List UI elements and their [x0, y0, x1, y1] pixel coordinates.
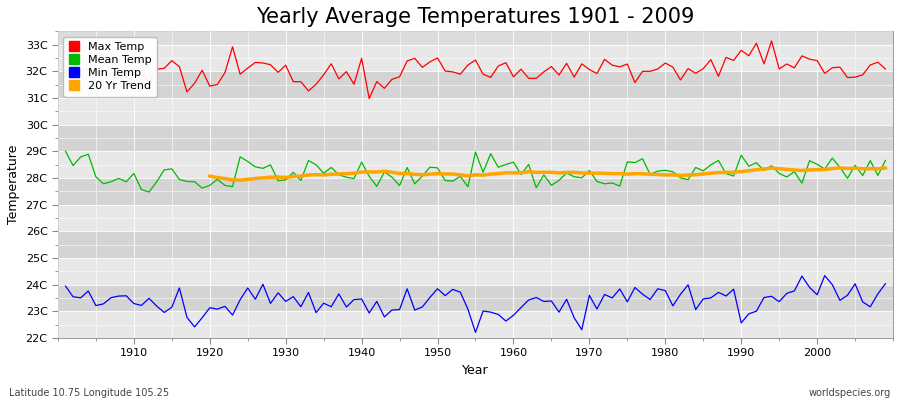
- Min Temp: [333, 292, 344, 296]
- Mean Temp: [880, 158, 891, 163]
- Bar: [58, 231, 893, 258]
- 20 Yr Trend: [865, 166, 876, 171]
- Text: worldspecies.org: worldspecies.org: [809, 388, 891, 398]
- Bar: [58, 71, 893, 98]
- Mean Temp: [607, 180, 617, 185]
- Min Temp: [508, 313, 518, 318]
- Line: Mean Temp: Mean Temp: [66, 151, 886, 192]
- Min Temp: [288, 294, 299, 299]
- Max Temp: [60, 74, 71, 79]
- Mean Temp: [295, 178, 306, 183]
- 20 Yr Trend: [789, 168, 800, 172]
- X-axis label: Year: Year: [463, 364, 489, 377]
- 20 Yr Trend: [880, 166, 891, 170]
- Max Temp: [516, 67, 526, 72]
- Max Temp: [508, 74, 518, 79]
- Bar: [58, 45, 893, 71]
- Mean Temp: [144, 190, 155, 194]
- Bar: [58, 285, 893, 312]
- Mean Temp: [508, 160, 518, 164]
- Legend: Max Temp, Mean Temp, Min Temp, 20 Yr Trend: Max Temp, Mean Temp, Min Temp, 20 Yr Tre…: [64, 37, 158, 97]
- Bar: [58, 258, 893, 285]
- Max Temp: [333, 76, 344, 81]
- Min Temp: [121, 293, 131, 298]
- Min Temp: [607, 296, 617, 300]
- 20 Yr Trend: [204, 174, 215, 178]
- Max Temp: [880, 67, 891, 72]
- 20 Yr Trend: [774, 166, 785, 171]
- Mean Temp: [121, 180, 131, 184]
- Min Temp: [880, 281, 891, 286]
- Min Temp: [60, 284, 71, 288]
- Min Temp: [516, 305, 526, 310]
- Bar: [58, 151, 893, 178]
- Text: Latitude 10.75 Longitude 105.25: Latitude 10.75 Longitude 105.25: [9, 388, 169, 398]
- Bar: [58, 98, 893, 125]
- Max Temp: [364, 96, 374, 101]
- 20 Yr Trend: [417, 172, 428, 177]
- Max Temp: [288, 79, 299, 84]
- Line: Min Temp: Min Temp: [66, 276, 886, 332]
- Mean Temp: [341, 175, 352, 180]
- Max Temp: [607, 63, 617, 68]
- 20 Yr Trend: [303, 172, 314, 177]
- Line: Max Temp: Max Temp: [66, 41, 886, 98]
- Bar: [58, 312, 893, 338]
- Title: Yearly Average Temperatures 1901 - 2009: Yearly Average Temperatures 1901 - 2009: [256, 7, 695, 27]
- Min Temp: [470, 330, 481, 335]
- Mean Temp: [60, 149, 71, 154]
- Y-axis label: Temperature: Temperature: [7, 145, 20, 224]
- Max Temp: [766, 38, 777, 43]
- Bar: [58, 205, 893, 231]
- 20 Yr Trend: [834, 166, 845, 170]
- 20 Yr Trend: [683, 173, 694, 178]
- Mean Temp: [516, 172, 526, 177]
- 20 Yr Trend: [235, 178, 246, 182]
- Bar: [58, 178, 893, 205]
- Min Temp: [819, 273, 830, 278]
- Line: 20 Yr Trend: 20 Yr Trend: [210, 168, 886, 180]
- Max Temp: [121, 70, 131, 75]
- Bar: [58, 125, 893, 151]
